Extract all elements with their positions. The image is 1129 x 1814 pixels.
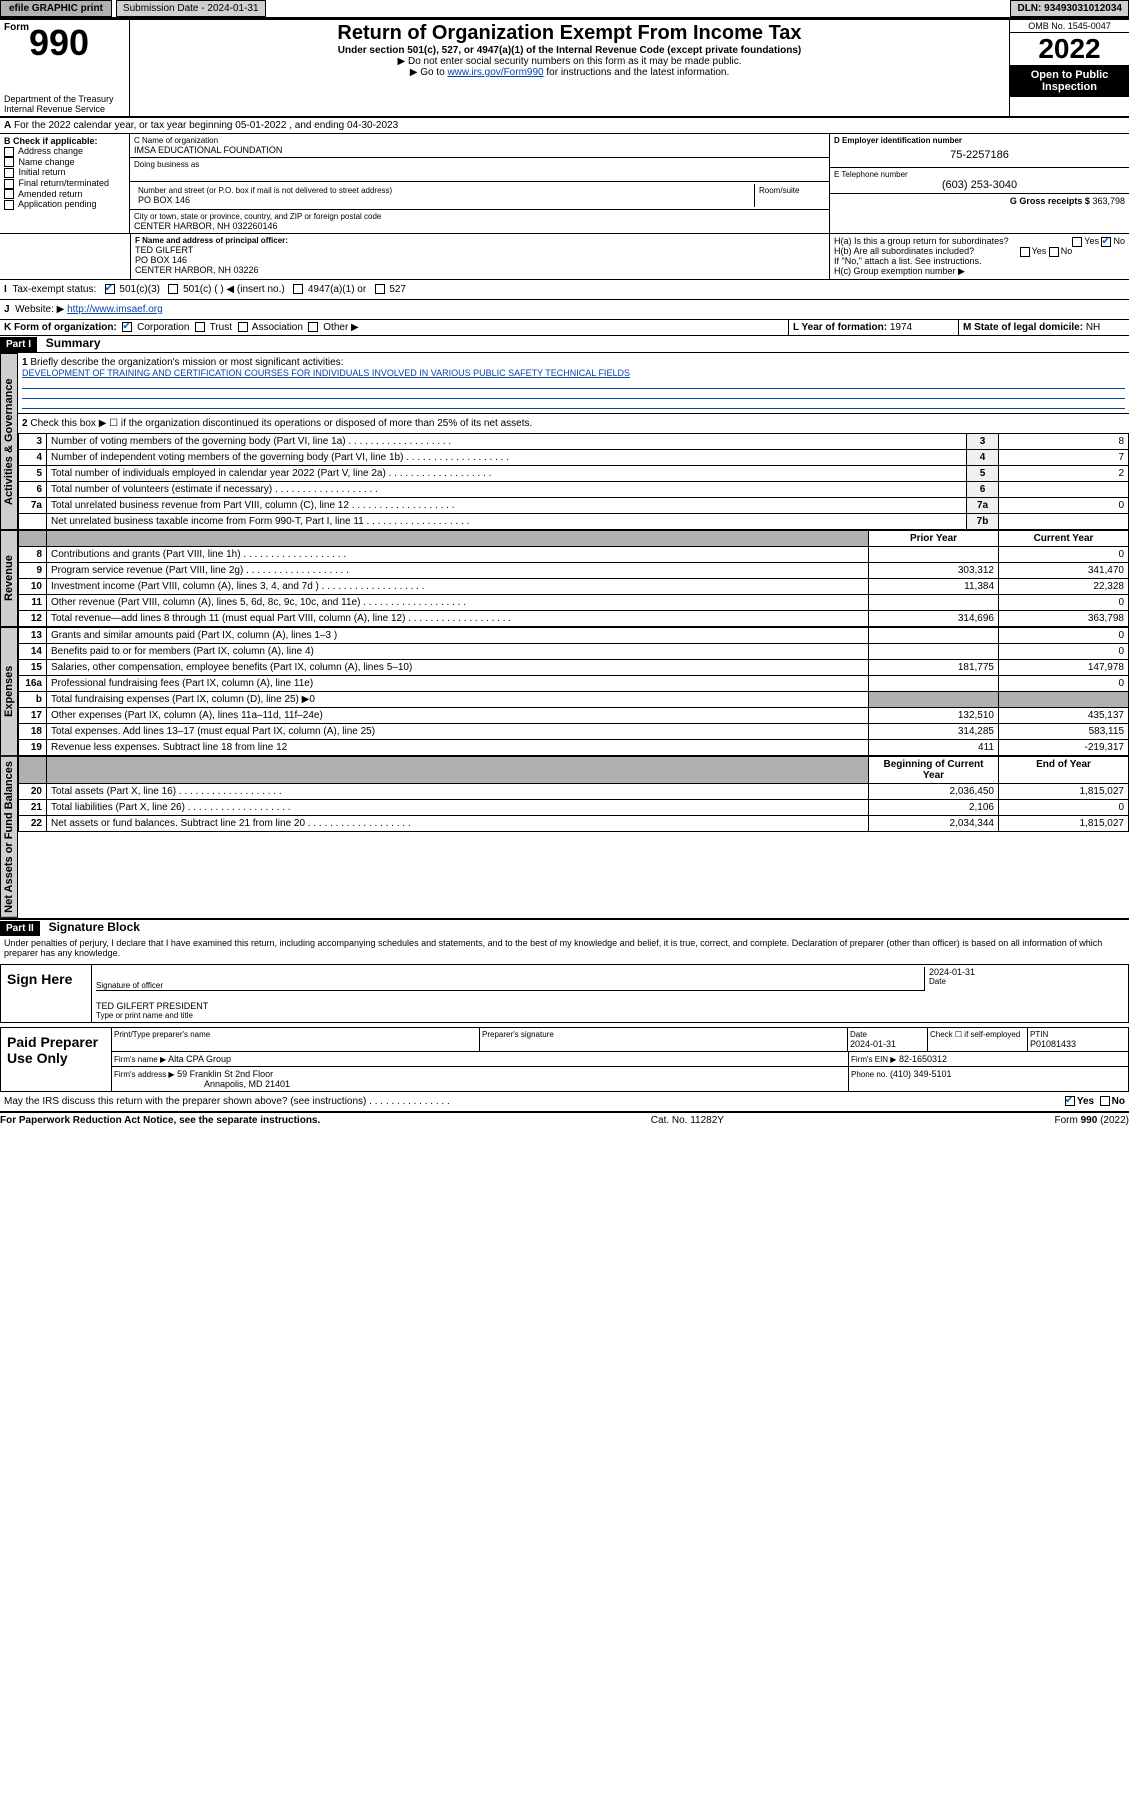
- tab-revenue: Revenue: [0, 530, 18, 627]
- block-g-label: G Gross receipts $: [1010, 196, 1090, 206]
- block-e-label: E Telephone number: [834, 170, 1125, 179]
- form-title: Return of Organization Exempt From Incom…: [136, 22, 1003, 45]
- table-row: 9Program service revenue (Part VIII, lin…: [19, 563, 1129, 579]
- table-row: 16aProfessional fundraising fees (Part I…: [19, 676, 1129, 692]
- table-row: bTotal fundraising expenses (Part IX, co…: [19, 692, 1129, 708]
- tax-year: 2022: [1010, 33, 1129, 65]
- block-h-note: If "No," attach a list. See instructions…: [834, 256, 1125, 266]
- block-b: B Check if applicable: Address change Na…: [0, 134, 130, 233]
- block-hb: H(b) Are all subordinates included? Yes …: [834, 246, 1125, 256]
- addr-label: Number and street (or P.O. box if mail i…: [138, 186, 750, 195]
- table-row: 6Total number of volunteers (estimate if…: [19, 482, 1129, 498]
- block-f-label: F Name and address of principal officer:: [135, 236, 825, 245]
- block-j: J Website: ▶ http://www.imsaef.org: [0, 300, 1129, 320]
- form-subtitle-3: ▶ Go to www.irs.gov/Form990 for instruct…: [136, 67, 1003, 78]
- block-hc: H(c) Group exemption number ▶: [834, 266, 1125, 277]
- table-row: 12Total revenue—add lines 8 through 11 (…: [19, 611, 1129, 627]
- officer-addr1: PO BOX 146: [135, 255, 825, 265]
- paid-preparer-block: Paid Preparer Use Only Print/Type prepar…: [0, 1027, 1129, 1092]
- table-row: 21Total liabilities (Part X, line 26)2,1…: [19, 800, 1129, 816]
- ein-value: 75-2257186: [834, 145, 1125, 165]
- part2-title: Signature Block: [49, 920, 140, 934]
- table-row: Net unrelated business taxable income fr…: [19, 514, 1129, 530]
- block-d-label: D Employer identification number: [834, 136, 1125, 145]
- officer-name: TED GILFERT: [135, 245, 825, 255]
- table-row: 10Investment income (Part VIII, column (…: [19, 579, 1129, 595]
- checkbox-initial-return[interactable]: Initial return: [4, 167, 125, 178]
- checkbox-address-change[interactable]: Address change: [4, 146, 125, 157]
- tab-governance: Activities & Governance: [0, 353, 18, 530]
- block-ha: H(a) Is this a group return for subordin…: [834, 236, 1125, 246]
- irs-link[interactable]: www.irs.gov/Form990: [447, 67, 543, 78]
- table-row: 4Number of independent voting members of…: [19, 450, 1129, 466]
- table-row: 18Total expenses. Add lines 13–17 (must …: [19, 724, 1129, 740]
- dept-label: Department of the Treasury: [4, 94, 125, 104]
- org-name: IMSA EDUCATIONAL FOUNDATION: [134, 145, 825, 155]
- website-link[interactable]: http://www.imsaef.org: [67, 304, 163, 315]
- org-city: CENTER HARBOR, NH 032260146: [134, 221, 825, 231]
- line1-label: Briefly describe the organization's miss…: [30, 357, 343, 368]
- table-row: 20Total assets (Part X, line 16)2,036,45…: [19, 784, 1129, 800]
- table-row: 7aTotal unrelated business revenue from …: [19, 498, 1129, 514]
- efile-print-button[interactable]: efile GRAPHIC print: [0, 0, 112, 17]
- part1-title: Summary: [46, 336, 101, 350]
- page-footer: For Paperwork Reduction Act Notice, see …: [0, 1113, 1129, 1128]
- form-subtitle-2: ▶ Do not enter social security numbers o…: [136, 56, 1003, 67]
- top-toolbar: efile GRAPHIC print Submission Date - 20…: [0, 0, 1129, 18]
- form-header: Form990 Department of the Treasury Inter…: [0, 18, 1129, 118]
- checkbox-amended-return[interactable]: Amended return: [4, 189, 125, 200]
- gross-receipts: 363,798: [1092, 196, 1125, 206]
- irs-label: Internal Revenue Service: [4, 104, 125, 114]
- table-row: 17Other expenses (Part IX, column (A), l…: [19, 708, 1129, 724]
- org-address: PO BOX 146: [138, 195, 750, 205]
- part2-bar: Part II: [0, 921, 40, 936]
- sign-here-block: Sign Here Signature of officer 2024-01-3…: [0, 964, 1129, 1023]
- block-i: I Tax-exempt status: 501(c)(3) 501(c) ( …: [0, 280, 1129, 300]
- phone-value: (603) 253-3040: [834, 179, 1125, 191]
- block-l: L Year of formation: 1974: [789, 320, 959, 335]
- perjury-text: Under penalties of perjury, I declare th…: [0, 936, 1129, 960]
- table-row: 19Revenue less expenses. Subtract line 1…: [19, 740, 1129, 756]
- table-row: 15Salaries, other compensation, employee…: [19, 660, 1129, 676]
- dba-label: Doing business as: [134, 160, 825, 169]
- tab-expenses: Expenses: [0, 627, 18, 756]
- table-row: 11Other revenue (Part VIII, column (A), …: [19, 595, 1129, 611]
- block-m: M State of legal domicile: NH: [959, 320, 1129, 335]
- table-row: 8Contributions and grants (Part VIII, li…: [19, 547, 1129, 563]
- line2: Check this box ▶ ☐ if the organization d…: [30, 418, 532, 429]
- block-c-label: C Name of organization: [134, 136, 825, 145]
- part1-bar: Part I: [0, 337, 37, 352]
- form-number: Form990: [4, 22, 125, 64]
- submission-date: Submission Date - 2024-01-31: [116, 0, 266, 17]
- table-row: 3Number of voting members of the governi…: [19, 434, 1129, 450]
- dln-label: DLN: 93493031012034: [1010, 0, 1129, 17]
- table-row: 13Grants and similar amounts paid (Part …: [19, 628, 1129, 644]
- mission-text: DEVELOPMENT OF TRAINING AND CERTIFICATIO…: [22, 368, 630, 378]
- open-inspection: Open to Public Inspection: [1010, 65, 1129, 97]
- checkbox-final-return-terminated[interactable]: Final return/terminated: [4, 178, 125, 189]
- form-subtitle-1: Under section 501(c), 527, or 4947(a)(1)…: [136, 45, 1003, 56]
- officer-addr2: CENTER HARBOR, NH 03226: [135, 265, 825, 275]
- tab-net-assets: Net Assets or Fund Balances: [0, 756, 18, 918]
- omb-number: OMB No. 1545-0047: [1010, 20, 1129, 33]
- table-row: 5Total number of individuals employed in…: [19, 466, 1129, 482]
- city-label: City or town, state or province, country…: [134, 212, 825, 221]
- line-a: A For the 2022 calendar year, or tax yea…: [0, 118, 1129, 134]
- discuss-line: May the IRS discuss this return with the…: [0, 1092, 1129, 1113]
- room-label: Room/suite: [759, 186, 821, 195]
- table-row: 14Benefits paid to or for members (Part …: [19, 644, 1129, 660]
- table-row: 22Net assets or fund balances. Subtract …: [19, 816, 1129, 832]
- checkbox-name-change[interactable]: Name change: [4, 157, 125, 168]
- block-k: K Form of organization: Corporation Trus…: [0, 320, 789, 335]
- checkbox-application-pending[interactable]: Application pending: [4, 199, 125, 210]
